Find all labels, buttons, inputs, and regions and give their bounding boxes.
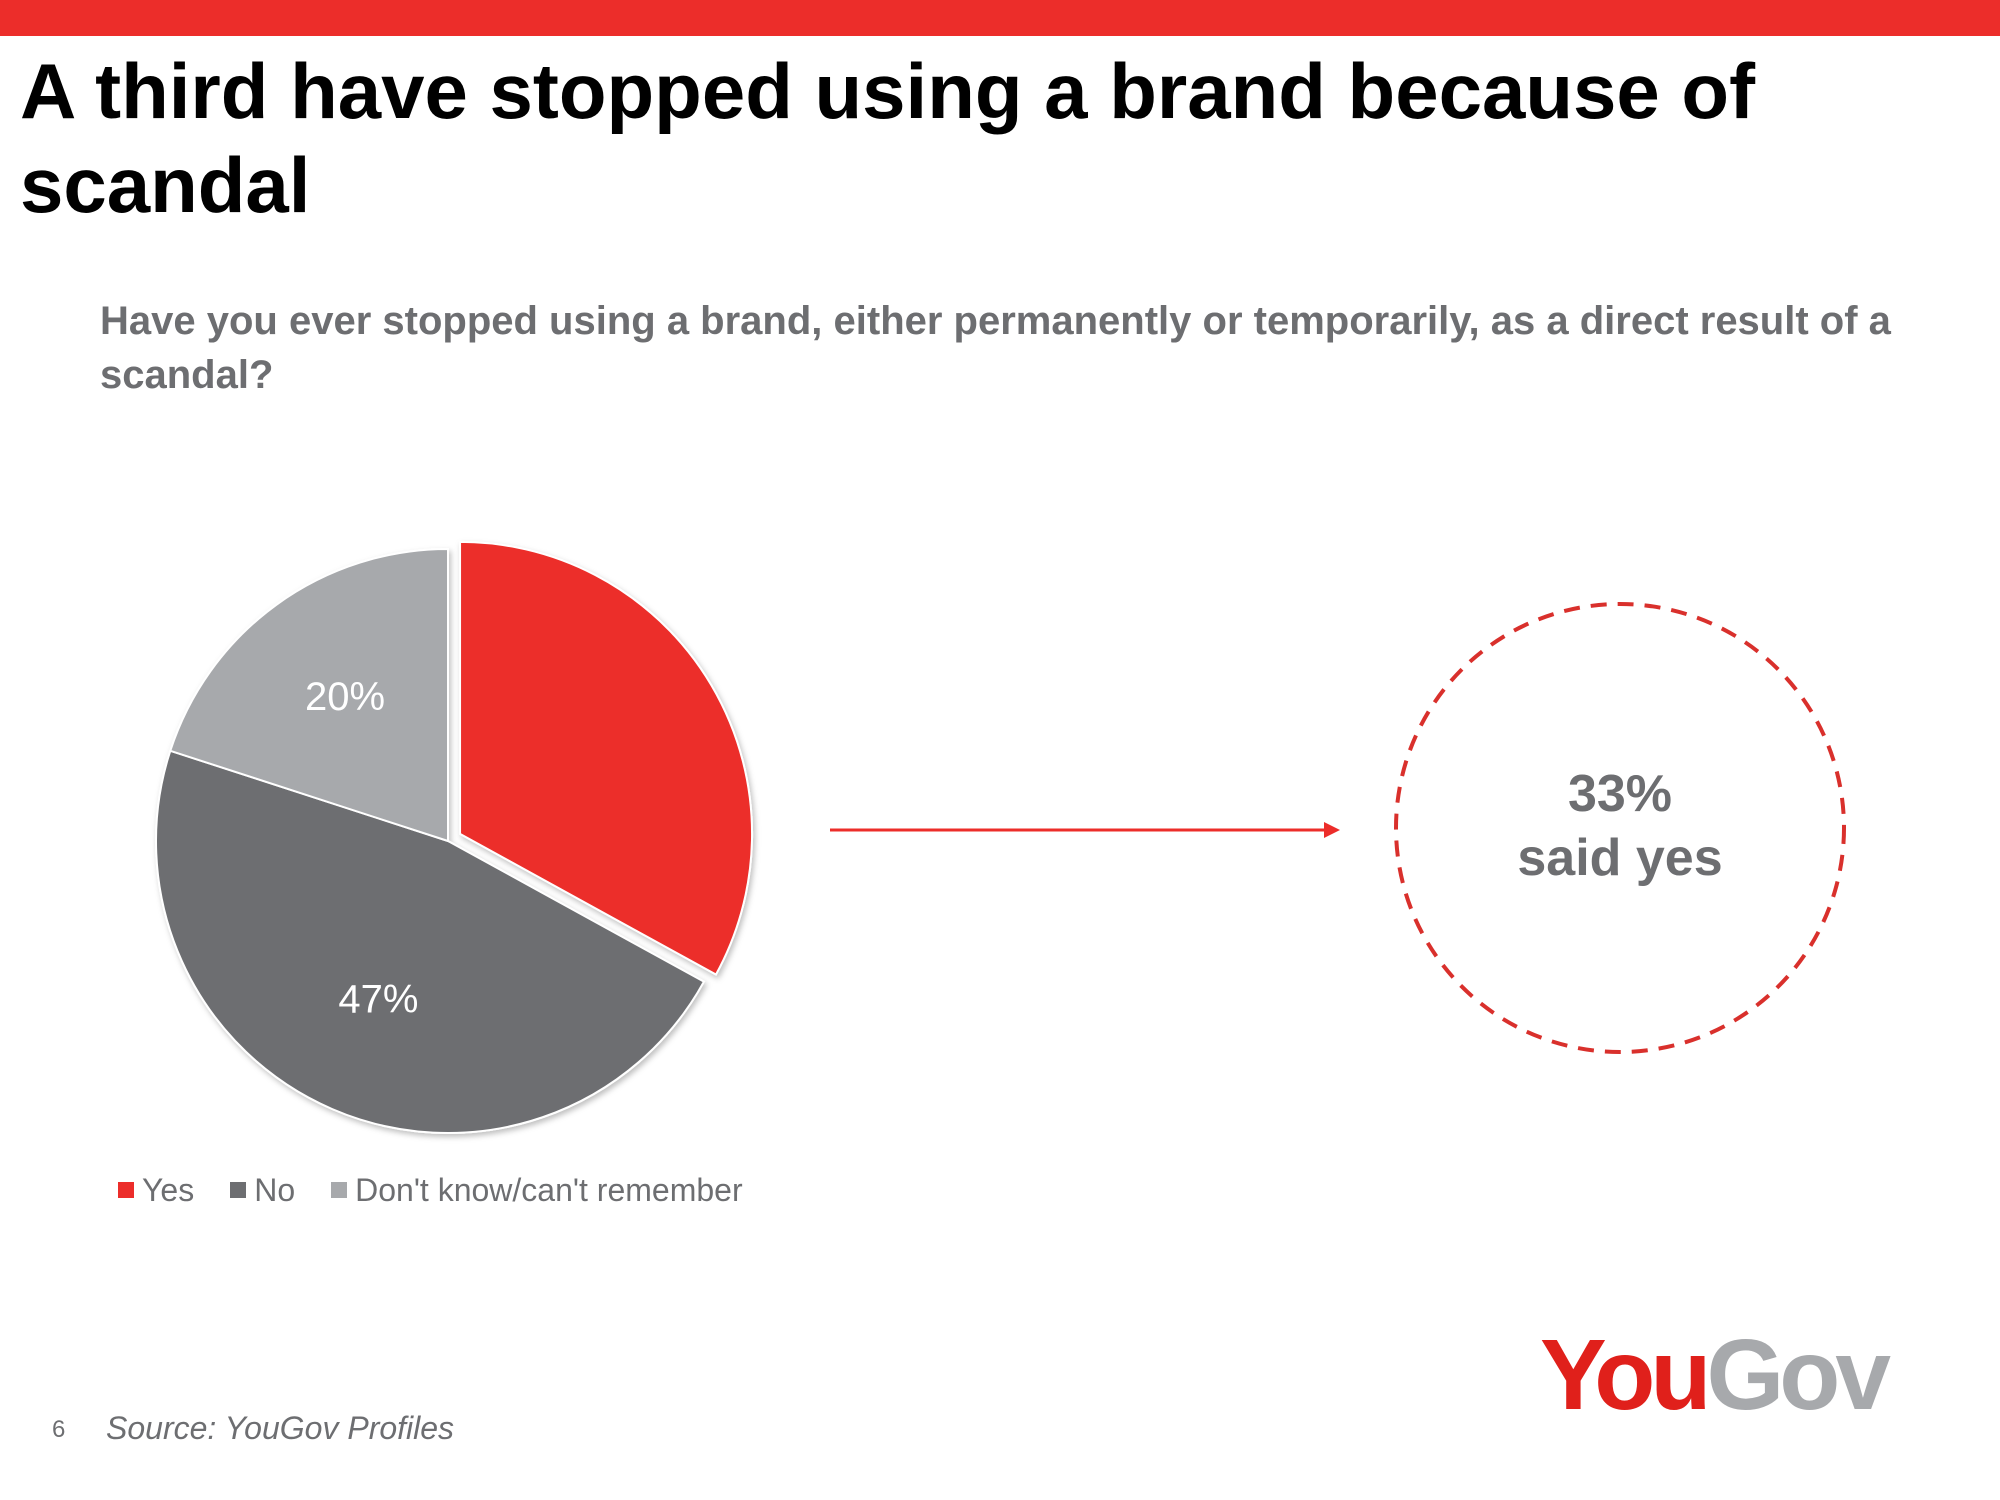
top-accent-bar [0,0,2000,36]
page-number: 6 [52,1416,66,1443]
legend-label-yes: Yes [142,1171,195,1208]
legend-swatch-dont-know [331,1182,348,1198]
arrow-connector [830,822,1340,838]
callout-value: 33% [1567,765,1673,823]
legend-swatch-no [230,1182,247,1198]
pie-slice-no [155,749,706,1135]
legend-item-dont-know: Don't know/can't remember [331,1171,743,1209]
slide-title: A third have stopped using a brand becau… [20,47,1756,229]
source-note: Source: YouGov Profiles [106,1410,455,1446]
logo-you: You [1540,1319,1711,1431]
legend-label-no: No [254,1171,296,1208]
pie-label-dont-know: 20% [305,675,385,719]
legend-swatch-yes [118,1182,134,1198]
yougov-logo: YouGov [1540,1320,1940,1430]
logo-gov: Gov [1706,1319,1890,1431]
legend-item-yes: Yes [118,1172,194,1209]
callout-label: said yes [1517,829,1723,887]
callout-text: 33% said yes [1390,762,1850,890]
legend-label-dont-know: Don't know/can't remember [355,1171,743,1208]
pie-chart: 47% 20% [155,540,753,1135]
chart-legend: Yes No Don't know/can't remember [118,1168,779,1212]
pie-slice-dont-know [169,547,449,843]
survey-question: Have you ever stopped using a brand, eit… [100,299,1891,397]
legend-item-no: No [230,1172,295,1209]
pie-slice-yes [459,540,753,976]
callout-dashed-circle [1394,602,1846,1054]
pie-label-no: 47% [338,977,418,1021]
